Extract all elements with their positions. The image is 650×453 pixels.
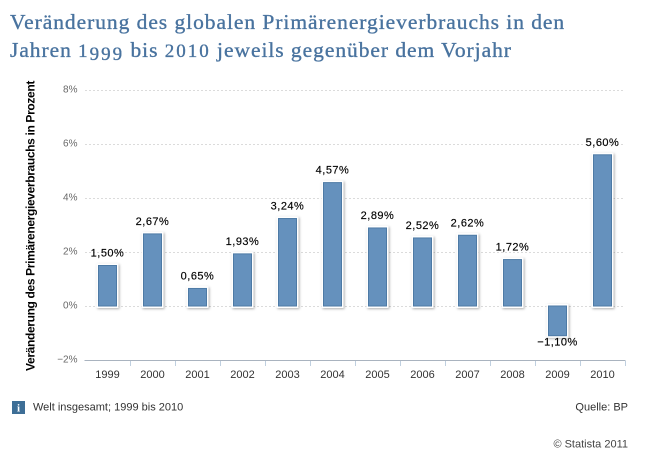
svg-text:1,50%: 1,50% [91,248,125,260]
svg-text:2000: 2000 [140,369,164,381]
svg-text:2006: 2006 [410,369,434,381]
svg-text:1999: 1999 [95,369,119,381]
svg-text:2001: 2001 [185,369,209,381]
svg-text:2010: 2010 [590,369,614,381]
svg-text:2%: 2% [63,247,78,258]
svg-text:4,57%: 4,57% [316,165,350,177]
svg-text:2005: 2005 [365,369,389,381]
svg-text:0,65%: 0,65% [181,270,215,282]
svg-text:3,24%: 3,24% [271,201,305,213]
svg-text:2008: 2008 [500,369,524,381]
svg-text:© Statista 2011: © Statista 2011 [553,439,628,451]
svg-text:6%: 6% [63,139,78,150]
svg-text:2009: 2009 [545,369,569,381]
svg-text:4%: 4% [63,193,78,204]
svg-text:Quelle: BP: Quelle: BP [575,402,628,414]
svg-text:−1,10%: −1,10% [537,337,578,349]
svg-text:2004: 2004 [320,369,344,381]
svg-text:2,52%: 2,52% [406,220,440,232]
svg-text:2,62%: 2,62% [451,217,485,229]
svg-text:i: i [17,403,20,415]
svg-text:2,67%: 2,67% [136,216,170,228]
svg-text:0%: 0% [63,301,78,312]
svg-text:Veränderung des Primärenergiev: Veränderung des Primärenergieverbrauchs … [23,81,37,371]
svg-text:Welt insgesamt; 1999 bis 2010: Welt insgesamt; 1999 bis 2010 [33,402,183,414]
svg-text:2003: 2003 [275,369,299,381]
svg-text:2002: 2002 [230,369,254,381]
svg-text:1,93%: 1,93% [226,236,260,248]
svg-text:1,72%: 1,72% [496,242,530,254]
svg-text:5,60%: 5,60% [586,137,620,149]
svg-text:2,89%: 2,89% [361,210,395,222]
svg-text:8%: 8% [63,85,78,96]
svg-text:−2%: −2% [57,355,77,366]
svg-text:2007: 2007 [455,369,479,381]
